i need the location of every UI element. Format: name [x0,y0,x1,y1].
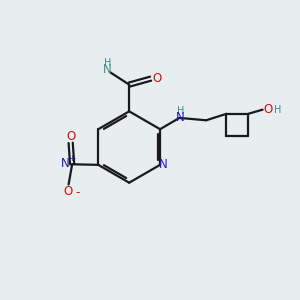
Text: -: - [75,186,80,199]
Text: N: N [159,158,168,171]
Text: N: N [103,63,112,76]
Text: N: N [60,157,69,170]
Text: O: O [63,184,73,197]
Text: O: O [66,130,75,143]
Text: +: + [68,154,76,164]
Text: N: N [176,111,185,124]
Text: H: H [274,105,282,115]
Text: O: O [263,103,272,116]
Text: O: O [152,72,162,85]
Text: H: H [177,106,184,116]
Text: H: H [104,58,111,68]
